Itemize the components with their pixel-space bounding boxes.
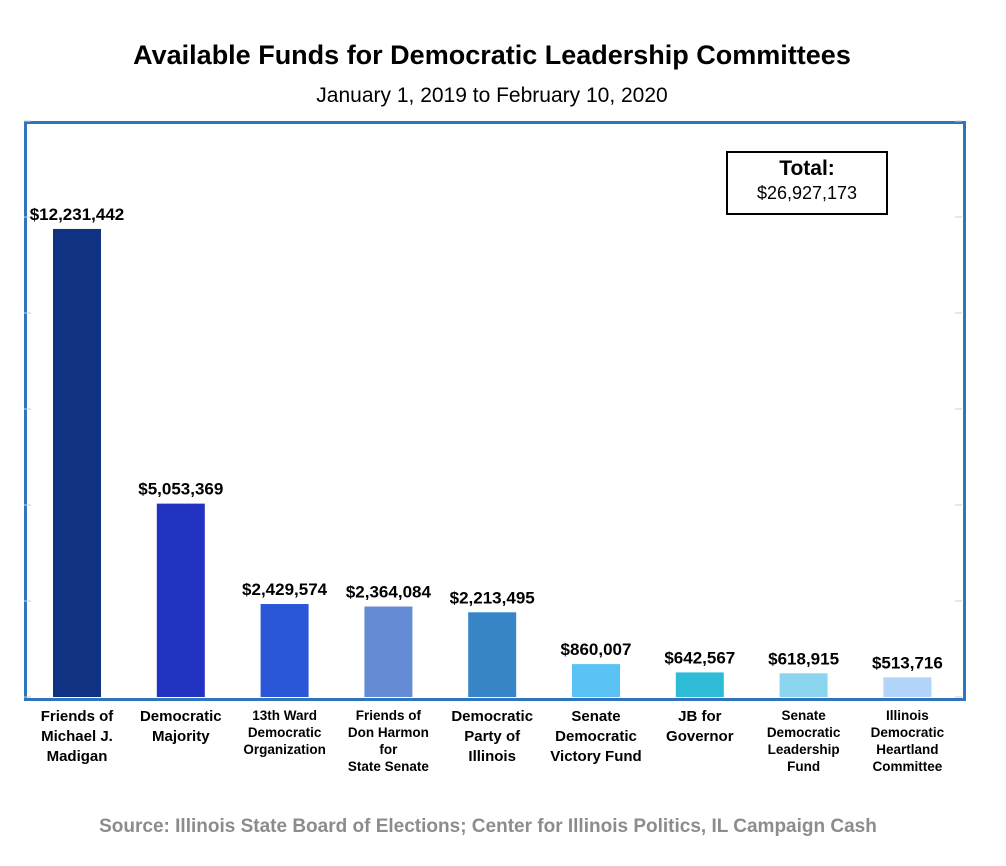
bar-value-label: $2,429,574 [242,580,328,599]
bar-value-label: $2,364,084 [346,583,432,602]
bar [572,664,620,697]
category-label: Illinois Democratic Heartland Committee [870,708,945,774]
total-label: Total: [779,157,835,180]
source-note: Source: Illinois State Board of Election… [99,816,877,837]
chart-title: Available Funds for Democratic Leadershi… [133,40,851,70]
bar-value-label: $5,053,369 [138,480,223,499]
category-label: Senate Democratic Leadership Fund [766,708,841,774]
category-label: 13th Ward Democratic Organization [243,708,326,757]
bar [675,672,724,697]
category-label: JB for Governor [666,708,734,745]
bar [53,228,101,697]
bar-value-label: $618,915 [768,649,839,668]
bar [779,673,828,697]
category-label: Friends of Michael J. Madigan [40,708,114,765]
plot-frame [24,121,966,701]
total-value: $26,927,173 [756,183,858,203]
bar [883,677,932,697]
bar [468,612,517,697]
bar [364,606,413,697]
chart-subtitle: January 1, 2019 to February 10, 2020 [316,84,668,107]
total-box: Total: $26,927,173 [726,151,888,215]
bar [260,604,309,697]
bar-value-label: $513,716 [872,653,943,672]
bar-value-label: $642,567 [664,648,735,667]
category-label: Democratic Party of Illinois [451,708,534,765]
category-label: Democratic Majority [139,708,222,745]
category-label: Friends of Don Harmon for State Senate [347,708,429,774]
category-label: Senate Democratic Victory Fund [550,708,642,765]
bar-value-label: $860,007 [561,640,632,659]
bar-value-label: $12,231,442 [30,205,125,224]
bar-value-label: $2,213,495 [450,588,535,607]
bar [156,503,205,697]
